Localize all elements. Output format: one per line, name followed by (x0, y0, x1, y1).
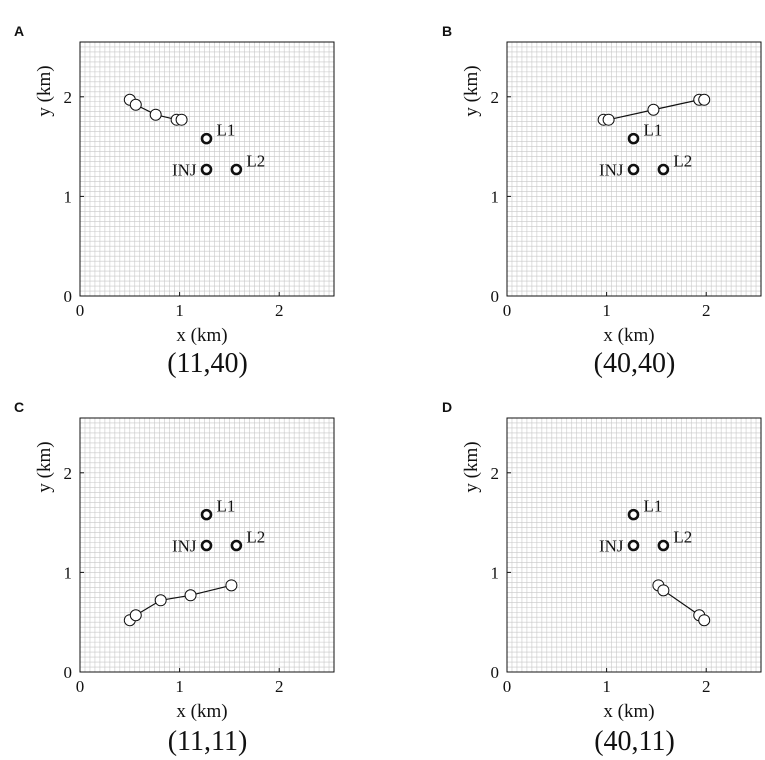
y-tick-label: 1 (491, 187, 500, 206)
axes-frame (506, 417, 762, 673)
chart-panel-a: A 0 1 2 0 1 2 x (km) y (km) L1 INJ L2 (11,40) (0, 0, 382, 380)
path-point (129, 609, 142, 622)
scatter-chart-b: 0 1 2 0 1 2 x (km) y (km) L1 INJ L2 (461, 41, 762, 346)
chart-panel-c: C 0 1 2 0 1 2 x (km) y (km) L1 INJ L2 (11,11) (0, 380, 382, 760)
y-tick-label: 2 (64, 464, 73, 483)
y-tick-label: 1 (491, 563, 500, 582)
axes-frame (79, 417, 335, 673)
well-label: INJ (599, 536, 624, 555)
well-marker (200, 163, 213, 176)
x-axis-label: x (km) (603, 701, 654, 722)
x-tick-label: 2 (702, 677, 711, 696)
panel-letter: C (14, 399, 25, 415)
well-marker (200, 539, 213, 552)
x-tick-label: 0 (76, 301, 85, 320)
well-marker (230, 539, 243, 552)
panel-caption: (11,40) (167, 348, 248, 379)
well-label: L1 (217, 497, 236, 516)
well-marker (627, 163, 640, 176)
grid-lines (80, 418, 334, 672)
grid-lines (80, 42, 334, 296)
path-point (184, 589, 197, 602)
x-tick-label: 1 (175, 677, 184, 696)
x-tick-label: 1 (602, 677, 611, 696)
grid-lines (507, 42, 761, 296)
path-point (698, 614, 711, 627)
well-label: L1 (644, 121, 663, 140)
well-marker (627, 508, 640, 521)
grid-lines (507, 418, 761, 672)
x-tick-label: 2 (275, 677, 284, 696)
path-point (175, 113, 188, 126)
well-label: INJ (172, 160, 197, 179)
well-label: L2 (673, 151, 692, 170)
chart-panel-b: B 0 1 2 0 1 2 x (km) y (km) L1 INJ L2 (40,40) (382, 0, 764, 380)
path-point (225, 579, 238, 592)
x-tick-label: 2 (275, 301, 284, 320)
path-point (647, 103, 660, 116)
y-axis-label: y (km) (34, 65, 55, 116)
well-label: L1 (644, 497, 663, 516)
panel-caption: (40,11) (594, 726, 675, 757)
well-label: L2 (673, 527, 692, 546)
x-tick-label: 1 (175, 301, 184, 320)
y-tick-label: 0 (64, 663, 73, 682)
chart-panel-d: D 0 1 2 0 1 2 x (km) y (km) L1 INJ L2 (40,11) (382, 380, 764, 760)
path-point (657, 584, 670, 597)
x-tick-label: 0 (503, 301, 512, 320)
well-marker (230, 163, 243, 176)
x-axis-label: x (km) (176, 325, 227, 346)
well-label: L2 (246, 527, 265, 546)
x-axis-label: x (km) (603, 325, 654, 346)
scatter-chart-c: 0 1 2 0 1 2 x (km) y (km) L1 INJ L2 (34, 417, 335, 722)
y-tick-label: 0 (64, 287, 73, 306)
well-label: L1 (217, 121, 236, 140)
well-marker (657, 163, 670, 176)
path-point (129, 98, 142, 111)
well-marker (627, 539, 640, 552)
panel-letter: D (442, 399, 453, 415)
x-axis-label: x (km) (176, 701, 227, 722)
panel-caption: (11,11) (167, 726, 248, 757)
well-marker (657, 539, 670, 552)
y-tick-label: 0 (491, 287, 500, 306)
well-marker (200, 508, 213, 521)
well-label: INJ (172, 536, 197, 555)
y-tick-label: 0 (491, 663, 500, 682)
y-axis-label: y (km) (461, 441, 482, 492)
well-marker (627, 132, 640, 145)
path-point (602, 113, 615, 126)
scatter-chart-a: 0 1 2 0 1 2 x (km) y (km) L1 INJ L2 (34, 41, 335, 346)
y-tick-label: 1 (64, 187, 73, 206)
x-tick-label: 0 (76, 677, 85, 696)
x-tick-label: 2 (702, 301, 711, 320)
y-tick-label: 2 (491, 88, 500, 107)
y-tick-label: 2 (491, 464, 500, 483)
well-label: INJ (599, 160, 624, 179)
x-tick-label: 1 (602, 301, 611, 320)
well-label: L2 (246, 151, 265, 170)
y-tick-label: 1 (64, 563, 73, 582)
panel-caption: (40,40) (593, 348, 676, 379)
path-point (154, 594, 167, 607)
x-tick-label: 0 (503, 677, 512, 696)
panel-letter: A (14, 23, 25, 39)
path-point (149, 108, 162, 121)
y-axis-label: y (km) (34, 441, 55, 492)
path-point (698, 93, 711, 106)
y-tick-label: 2 (64, 88, 73, 107)
axes-frame (79, 41, 335, 297)
axes-frame (506, 41, 762, 297)
scatter-chart-d: 0 1 2 0 1 2 x (km) y (km) L1 INJ L2 (461, 417, 762, 722)
panel-letter: B (442, 23, 453, 39)
y-axis-label: y (km) (461, 65, 482, 116)
well-marker (200, 132, 213, 145)
